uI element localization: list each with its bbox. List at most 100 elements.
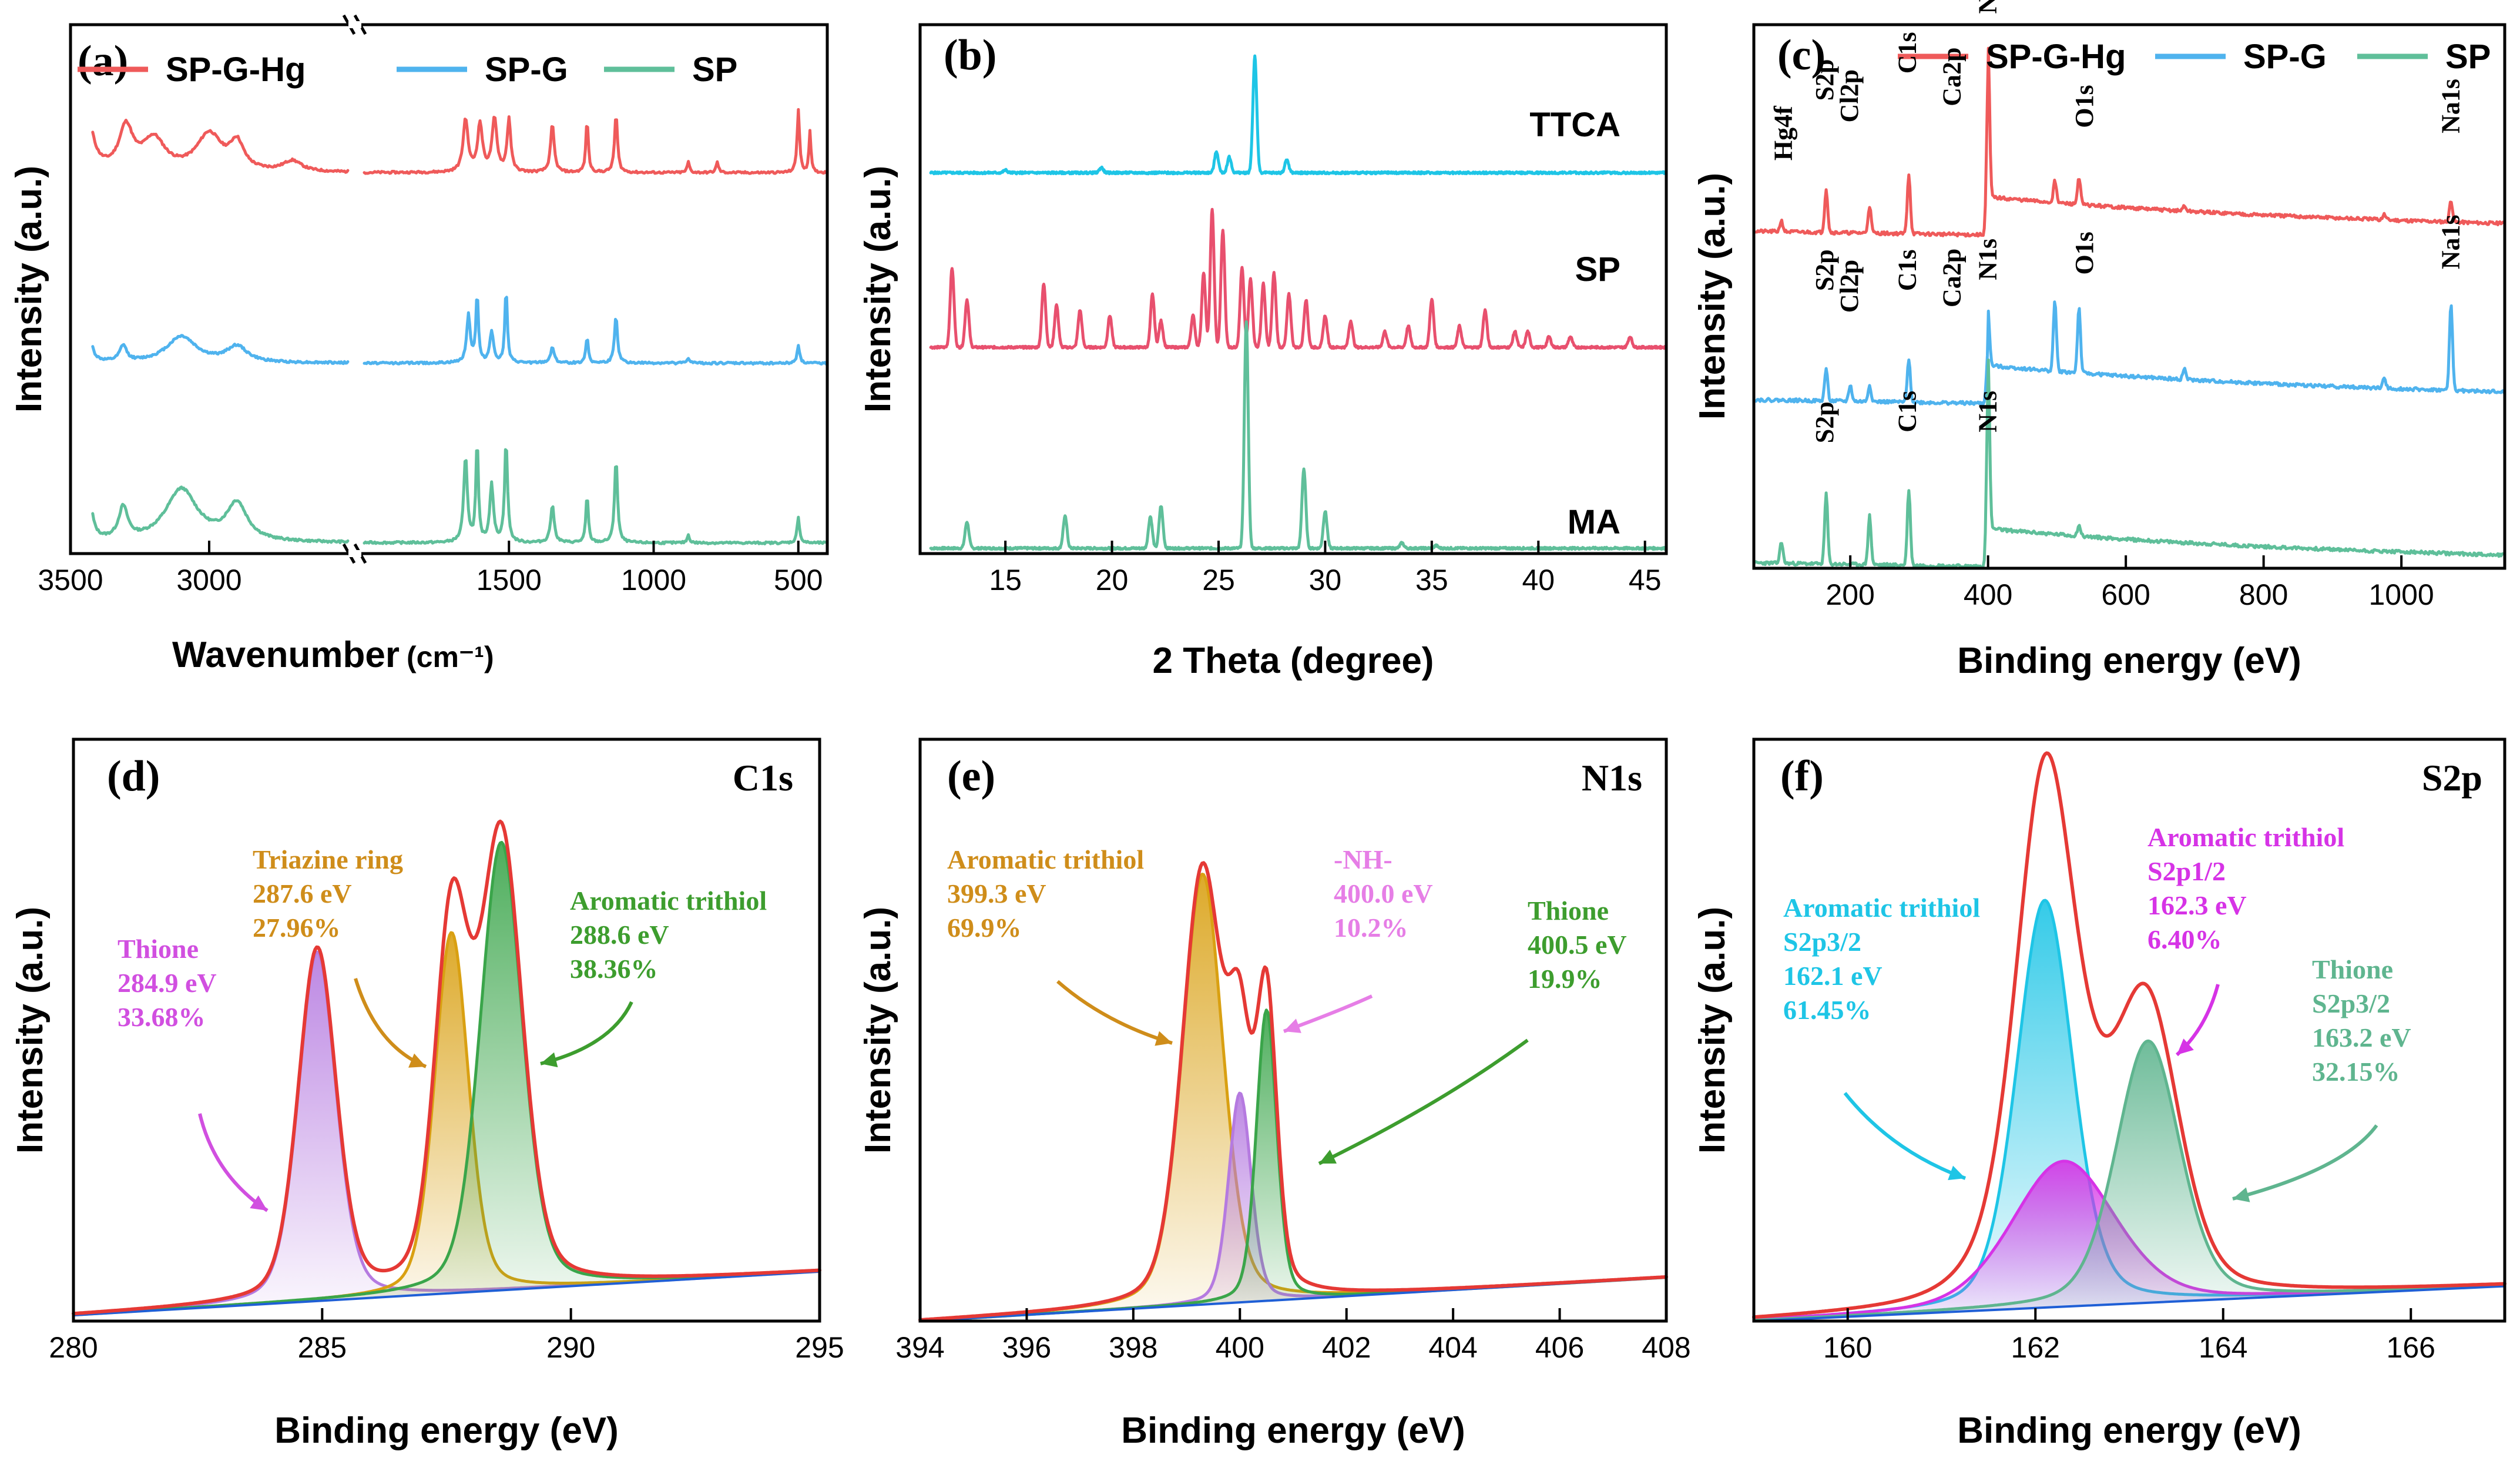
x-tick-label: 394 bbox=[895, 1331, 944, 1364]
annotation-text: Aromatic trithiol bbox=[1783, 893, 1980, 923]
peak-label: Na1s bbox=[2437, 79, 2465, 133]
series-sp-line-left bbox=[91, 485, 350, 544]
annotation-text: 38.36% bbox=[570, 954, 658, 984]
series-sp-g-line-right bbox=[363, 296, 829, 366]
series-label-ma: MA bbox=[1568, 503, 1620, 541]
annotation-text: S2p3/2 bbox=[2312, 988, 2390, 1018]
panel-f-frame bbox=[1752, 738, 2506, 1323]
panel-f-annotations: Aromatic trithiol S2p3/2 162.1 eV 61.45% Aro… bbox=[1783, 822, 2411, 1202]
peak-label: C1s bbox=[1892, 249, 1921, 291]
panel-d-x-ticks: 280 285 290 295 bbox=[49, 1308, 844, 1364]
panel-d-region-title: C1s bbox=[733, 757, 793, 799]
panel-e-region-title: N1s bbox=[1582, 757, 1642, 799]
annotation-text: 399.3 eV bbox=[947, 879, 1046, 909]
panel-c-plot-area bbox=[1752, 46, 2506, 569]
peak-label: Cl2p bbox=[1835, 260, 1864, 313]
peak-label: Hg4f bbox=[1769, 105, 1797, 160]
component-fill-1 bbox=[73, 933, 820, 1316]
annotation-arrow-head bbox=[250, 1195, 267, 1211]
annotation-text: Thione bbox=[118, 934, 199, 964]
annotation-arrow-shaft bbox=[2232, 1124, 2378, 1201]
x-tick-label: 1500 bbox=[477, 564, 542, 596]
x-tick-label: 402 bbox=[1322, 1331, 1371, 1364]
component-line-2 bbox=[1752, 1039, 2506, 1322]
panel-b-x-ticks: 15 20 25 30 35 40 45 bbox=[989, 541, 1662, 596]
panel-b-x-axis-label: 2 Theta (degree) bbox=[1153, 641, 1434, 681]
panel-f-plot-area bbox=[1752, 751, 2506, 1322]
panel-f-label: (f) bbox=[1780, 752, 1824, 800]
panel-c-x-ticks: 200 400 600 800 1000 bbox=[1826, 555, 2434, 611]
annotation-text: 61.45% bbox=[1783, 995, 1871, 1025]
x-tick-label: 160 bbox=[1823, 1331, 1872, 1364]
x-tick-label: 25 bbox=[1202, 564, 1235, 596]
panel-e-y-axis-label: Intensity (a.u.) bbox=[858, 907, 898, 1154]
x-tick-label: 396 bbox=[1002, 1331, 1051, 1364]
annotation-text: Thione bbox=[1528, 896, 1609, 926]
x-tick-label: 45 bbox=[1629, 564, 1662, 596]
x-tick-label: 280 bbox=[49, 1331, 98, 1364]
x-tick-label: 406 bbox=[1535, 1331, 1584, 1364]
panel-a-ftir: (a) SP-G-Hg SP-G SP 3500 3000 1500 1000 500 Wa… bbox=[9, 14, 829, 675]
panel-a-legend: SP-G-Hg SP-G SP bbox=[78, 51, 737, 89]
legend-label-sp-g-hg: SP-G-Hg bbox=[1986, 38, 2126, 76]
series-ttca-pattern bbox=[929, 54, 1668, 176]
panel-e-annotations: Aromatic trithiol 399.3 eV 69.9% -NH- 400.0 … bbox=[947, 844, 1627, 1165]
annotation-text: 10.2% bbox=[1334, 913, 1408, 943]
x-tick-label: 290 bbox=[546, 1331, 595, 1364]
panel-b-label: (b) bbox=[944, 31, 996, 79]
series-sp-pattern bbox=[929, 207, 1668, 350]
panel-a-x-axis-unit: (cm⁻¹) bbox=[407, 641, 494, 673]
panel-e-label: (e) bbox=[947, 752, 995, 800]
panel-a-frame bbox=[69, 23, 829, 555]
series-sp-g-hg-spectrum bbox=[1752, 46, 2506, 238]
panel-e-frame bbox=[918, 738, 1668, 1323]
panel-d-y-axis-label: Intensity (a.u.) bbox=[10, 907, 51, 1154]
component-line-2 bbox=[918, 1008, 1668, 1323]
legend-label-sp-g: SP-G bbox=[2243, 38, 2327, 76]
x-tick-label: 800 bbox=[2239, 578, 2288, 611]
series-ma-pattern bbox=[929, 320, 1668, 551]
x-tick-label: 164 bbox=[2199, 1331, 2247, 1364]
annotation-text: 6.40% bbox=[2147, 924, 2222, 954]
x-tick-label: 162 bbox=[2011, 1331, 2060, 1364]
panel-b-xrd: (b) TTCA SP MA 15 20 25 30 35 40 45 2 Theta (deg… bbox=[858, 23, 1668, 681]
x-tick-label: 400 bbox=[1216, 1331, 1264, 1364]
annotation-arrow-head bbox=[541, 1052, 558, 1068]
panel-c-y-axis-label: Intensity (a.u.) bbox=[1692, 173, 1733, 420]
panel-e-x-ticks: 394 396 398 400 402 404 406 408 bbox=[895, 1308, 1691, 1364]
annotation-arrow-head bbox=[1284, 1018, 1301, 1033]
annotation-arrow-head bbox=[2177, 1038, 2194, 1055]
annotation-text: 33.68% bbox=[118, 1002, 206, 1032]
peak-label: O1s bbox=[2070, 232, 2099, 274]
fit-envelope bbox=[72, 819, 821, 1316]
peak-label: S2p bbox=[1810, 249, 1839, 291]
x-tick-label: 40 bbox=[1522, 564, 1555, 596]
x-tick-label: 3500 bbox=[38, 564, 103, 596]
x-tick-label: 404 bbox=[1428, 1331, 1477, 1364]
series-label-ttca: TTCA bbox=[1529, 106, 1620, 144]
panel-e-x-axis-label: Binding energy (eV) bbox=[1121, 1410, 1465, 1451]
annotation-text: -NH- bbox=[1334, 844, 1392, 874]
panel-a-label: (a) bbox=[78, 37, 128, 85]
panel-d-annotations: Thione 284.9 eV 33.68% Triazine ring 287.6 e… bbox=[118, 844, 767, 1212]
annotation-text: 163.2 eV bbox=[2312, 1023, 2411, 1053]
peak-label: Ca2p bbox=[1938, 48, 1967, 106]
x-tick-label: 30 bbox=[1309, 564, 1342, 596]
annotation-arrow-head bbox=[1948, 1165, 1965, 1181]
series-sp-line-right bbox=[363, 448, 829, 545]
peak-label: Na1s bbox=[2437, 214, 2465, 269]
annotation-text: Triazine ring bbox=[253, 844, 403, 874]
series-label-sp: SP bbox=[1575, 250, 1620, 289]
annotation-arrow-shaft bbox=[1056, 980, 1173, 1045]
x-tick-label: 285 bbox=[298, 1331, 347, 1364]
x-tick-label: 166 bbox=[2387, 1331, 2435, 1364]
x-tick-label: 400 bbox=[1964, 578, 2012, 611]
panel-a-x-ticks: 3500 3000 1500 1000 500 bbox=[38, 14, 823, 596]
x-tick-label: 200 bbox=[1826, 578, 1874, 611]
series-sp-g-spectrum bbox=[1752, 300, 2506, 406]
annotation-text: S2p3/2 bbox=[1783, 927, 1861, 957]
panel-d-c1s: (d) C1s Thione 284.9 eV 33.68% Triazine rin… bbox=[10, 738, 844, 1451]
peak-label: N1s bbox=[1974, 0, 2002, 14]
